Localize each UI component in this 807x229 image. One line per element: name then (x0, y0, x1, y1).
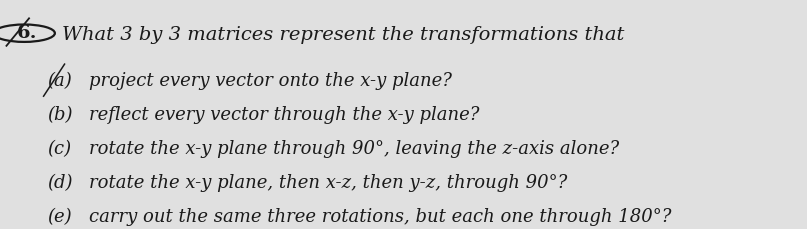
Text: (e): (e) (47, 208, 72, 226)
Text: carry out the same three rotations, but each one through 180°?: carry out the same three rotations, but … (89, 208, 671, 226)
Text: What 3 by 3 matrices represent the transformations that: What 3 by 3 matrices represent the trans… (62, 27, 625, 44)
Text: reflect every vector through the x-y plane?: reflect every vector through the x-y pla… (89, 106, 479, 124)
Text: 6.: 6. (16, 24, 37, 42)
Text: (d): (d) (47, 174, 73, 192)
Text: (c): (c) (47, 140, 71, 158)
Text: project every vector onto the x-y plane?: project every vector onto the x-y plane? (89, 72, 452, 90)
Text: (b): (b) (47, 106, 73, 124)
Text: (a): (a) (47, 72, 72, 90)
Text: rotate the x-y plane, then x-z, then y-z, through 90°?: rotate the x-y plane, then x-z, then y-z… (89, 174, 567, 192)
Text: rotate the x-y plane through 90°, leaving the z-axis alone?: rotate the x-y plane through 90°, leavin… (89, 140, 619, 158)
